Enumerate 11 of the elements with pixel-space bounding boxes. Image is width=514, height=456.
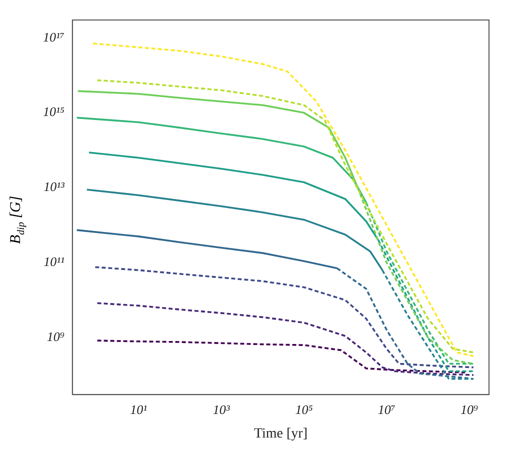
x-tick-label: 10³	[212, 402, 231, 417]
x-axis-title: Time [yr]	[254, 426, 308, 442]
x-tick-label: 10⁷	[378, 402, 396, 417]
y-tick-label: 10¹¹	[44, 254, 65, 270]
x-tick-label: 10⁹	[460, 402, 479, 417]
y-tick-label: 10¹⁵	[42, 104, 65, 120]
x-tick-label: 10¹	[130, 402, 148, 417]
y-tick-label: 10¹³	[44, 179, 66, 194]
x-tick-label: 10⁵	[295, 402, 314, 417]
y-tick-label: 10⁹	[46, 328, 65, 344]
y-tick-label: 10¹⁷	[42, 29, 65, 44]
